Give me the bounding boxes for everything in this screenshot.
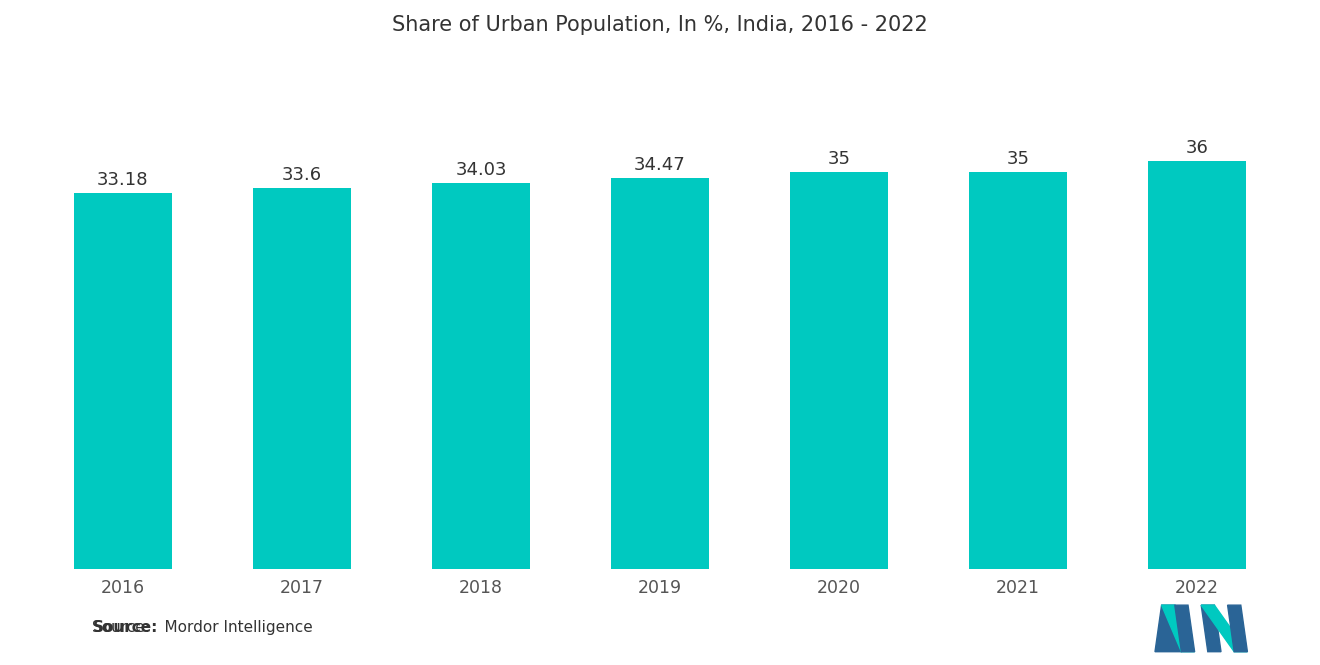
Bar	[611, 178, 709, 569]
Text: 34.47: 34.47	[634, 156, 686, 174]
Bar	[789, 172, 888, 569]
Polygon shape	[1201, 605, 1221, 652]
Polygon shape	[1175, 605, 1195, 652]
Bar	[969, 172, 1068, 569]
Text: 33.6: 33.6	[282, 166, 322, 184]
Polygon shape	[1228, 605, 1247, 652]
Text: Source:: Source:	[92, 620, 158, 635]
Text: Source:   Mordor Intelligence: Source: Mordor Intelligence	[92, 620, 313, 635]
Polygon shape	[1201, 605, 1247, 652]
Text: 35: 35	[828, 150, 850, 168]
Bar	[74, 193, 172, 569]
Bar	[252, 188, 351, 569]
Bar	[1148, 161, 1246, 569]
Text: 35: 35	[1007, 150, 1030, 168]
Polygon shape	[1162, 605, 1195, 652]
Text: 33.18: 33.18	[98, 171, 149, 189]
Text: 34.03: 34.03	[455, 161, 507, 179]
Bar	[432, 183, 531, 569]
Text: 36: 36	[1185, 139, 1209, 157]
Title: Share of Urban Population, In %, India, 2016 - 2022: Share of Urban Population, In %, India, …	[392, 15, 928, 35]
Polygon shape	[1155, 605, 1181, 652]
